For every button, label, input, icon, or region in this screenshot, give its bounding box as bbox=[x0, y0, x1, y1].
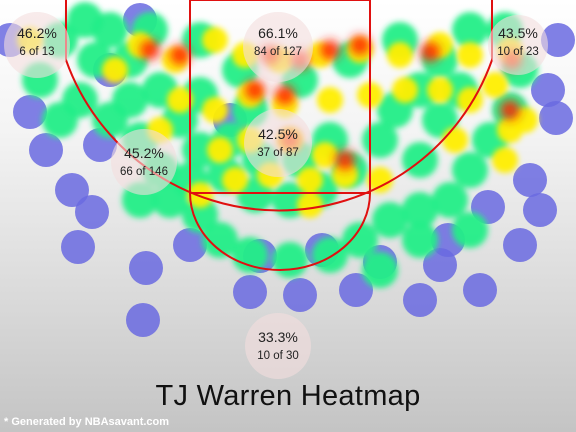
cool-spot bbox=[432, 182, 468, 218]
warm-spot bbox=[207, 137, 233, 163]
warm-spot bbox=[497, 117, 523, 143]
cool-spot bbox=[362, 122, 398, 158]
zone-count: 84 of 127 bbox=[254, 46, 302, 58]
warm-spot bbox=[167, 87, 193, 113]
zone-count: 10 of 23 bbox=[497, 46, 539, 58]
warm-spot bbox=[297, 167, 323, 193]
zone-label-left-baseline: 45.2% 66 of 146 bbox=[120, 145, 168, 179]
zone-bubble bbox=[111, 129, 177, 195]
warm-spot bbox=[492, 147, 518, 173]
zone-label-paint-lower: 42.5% 37 of 87 bbox=[257, 126, 299, 160]
warm-spot bbox=[312, 142, 338, 168]
zone-bubble bbox=[488, 15, 548, 75]
cool-spot bbox=[402, 192, 438, 228]
hot-spot bbox=[350, 35, 370, 55]
zone-count: 6 of 13 bbox=[19, 46, 55, 58]
warm-spot bbox=[202, 27, 228, 53]
hot-spot bbox=[170, 45, 190, 65]
credit-text: * Generated by NBAsavant.com bbox=[4, 416, 170, 428]
zone-label-right-corner: 43.5% 10 of 23 bbox=[497, 25, 539, 59]
zone-pct: 33.3% bbox=[258, 329, 298, 345]
cold-spot bbox=[75, 195, 109, 229]
cool-spot bbox=[372, 202, 408, 238]
cool-spot bbox=[402, 222, 438, 258]
cold-spot bbox=[403, 283, 437, 317]
warm-spot bbox=[482, 72, 508, 98]
cold-spot bbox=[523, 193, 557, 227]
hot-spot bbox=[335, 150, 355, 170]
zone-count: 66 of 146 bbox=[120, 166, 168, 178]
cold-spot bbox=[61, 230, 95, 264]
hot-spot bbox=[500, 100, 520, 120]
cool-spot bbox=[67, 2, 103, 38]
warm-spot bbox=[367, 167, 393, 193]
cool-spot bbox=[112, 82, 148, 118]
cool-spot bbox=[42, 102, 78, 138]
cold-spot bbox=[233, 275, 267, 309]
zone-bubble bbox=[245, 313, 311, 379]
warm-spot bbox=[442, 127, 468, 153]
zone-count: 10 of 30 bbox=[257, 350, 299, 362]
zone-bubble bbox=[4, 12, 70, 78]
warm-spot bbox=[457, 42, 483, 68]
zone-count: 37 of 87 bbox=[257, 147, 299, 159]
warm-spot bbox=[387, 42, 413, 68]
hot-spot bbox=[275, 85, 295, 105]
warm-spot bbox=[317, 87, 343, 113]
cool-spot bbox=[362, 252, 398, 288]
hot-spot bbox=[420, 42, 440, 62]
cold-spot bbox=[503, 228, 537, 262]
cold-spot bbox=[29, 133, 63, 167]
warm-spot bbox=[187, 182, 213, 208]
hot-spot bbox=[140, 40, 160, 60]
zone-pct: 43.5% bbox=[498, 25, 538, 41]
zone-label-left-corner: 46.2% 6 of 13 bbox=[17, 25, 57, 59]
zone-pct: 42.5% bbox=[258, 126, 298, 142]
paint-lane bbox=[189, 0, 371, 194]
cold-spot bbox=[463, 273, 497, 307]
cool-spot bbox=[452, 152, 488, 188]
zone-pct: 46.2% bbox=[17, 25, 57, 41]
chart-title: TJ Warren Heatmap bbox=[155, 380, 421, 412]
warm-spot bbox=[332, 162, 358, 188]
warm-spot bbox=[102, 57, 128, 83]
cold-spot bbox=[283, 278, 317, 312]
three-point-arc bbox=[65, 0, 493, 212]
hot-spot bbox=[320, 40, 340, 60]
cool-spot bbox=[312, 237, 348, 273]
zone-label-top-three: 33.3% 10 of 30 bbox=[257, 329, 299, 363]
court-lines bbox=[65, 0, 493, 271]
warm-spot bbox=[222, 167, 248, 193]
cool-spot bbox=[202, 222, 238, 258]
zone-bubble bbox=[243, 12, 313, 82]
cold-spot bbox=[129, 251, 163, 285]
cold-spot bbox=[539, 101, 573, 135]
cold-spot bbox=[531, 73, 565, 107]
zone-pct: 66.1% bbox=[258, 25, 298, 41]
cold-spot bbox=[173, 228, 207, 262]
cool-spot bbox=[452, 212, 488, 248]
free-throw-arc bbox=[189, 192, 371, 271]
warm-spot bbox=[202, 97, 228, 123]
cold-spot bbox=[13, 95, 47, 129]
cool-spot bbox=[272, 242, 308, 278]
zone-pct: 45.2% bbox=[124, 145, 164, 161]
cool-spot bbox=[232, 237, 268, 273]
cold-spot bbox=[126, 303, 160, 337]
cold-spot bbox=[541, 23, 575, 57]
cold-spot bbox=[339, 273, 373, 307]
cool-spot bbox=[342, 222, 378, 258]
warm-spot bbox=[392, 77, 418, 103]
cool-spot bbox=[452, 12, 488, 48]
warm-spot bbox=[427, 77, 453, 103]
zone-bubbles bbox=[4, 12, 548, 379]
hot-spot bbox=[245, 80, 265, 100]
cold-spot bbox=[55, 173, 89, 207]
zone-label-paint-top: 66.1% 84 of 127 bbox=[254, 25, 302, 59]
zone-bubble bbox=[244, 109, 312, 177]
warm-spot bbox=[297, 192, 323, 218]
cold-spot bbox=[513, 163, 547, 197]
